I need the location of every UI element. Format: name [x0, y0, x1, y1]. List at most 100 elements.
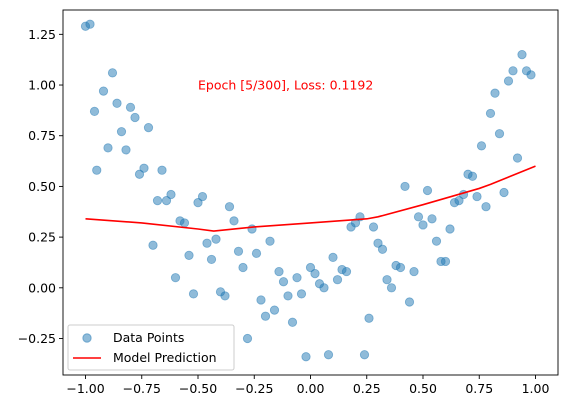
data-point: [125, 102, 136, 112]
data-point: [85, 19, 95, 29]
data-point: [121, 145, 131, 155]
data-point: [229, 216, 239, 226]
data-point: [445, 224, 455, 234]
data-point: [112, 98, 122, 108]
x-tick-label: 0.50: [409, 381, 437, 396]
data-point: [490, 88, 500, 98]
data-point: [310, 269, 320, 279]
data-point: [476, 141, 487, 151]
data-point: [265, 236, 275, 246]
data-point: [251, 248, 262, 258]
data-point: [400, 181, 410, 192]
legend-label-model-prediction: Model Prediction: [113, 350, 217, 365]
data-point: [269, 305, 280, 315]
data-point: [139, 163, 149, 173]
epoch-loss-annotation: Epoch [5/300], Loss: 0.1192: [198, 78, 373, 93]
data-point: [332, 275, 343, 285]
y-tick-label: −0.25: [18, 331, 56, 346]
legend: Data Points Model Prediction: [67, 324, 235, 371]
data-point: [184, 250, 194, 260]
data-point: [274, 266, 284, 277]
y-axis-ticks: −0.25 0.00 0.25 0.50 0.75 1.00 1.25: [18, 27, 63, 346]
data-point: [157, 165, 167, 175]
data-point: [494, 129, 505, 139]
legend-box: [67, 324, 235, 371]
data-point: [107, 68, 118, 78]
legend-label-data-points: Data Points: [113, 330, 184, 345]
data-point: [89, 106, 100, 116]
data-point: [413, 212, 424, 222]
data-point: [238, 262, 248, 273]
x-tick-label: 0.75: [465, 381, 493, 396]
data-point: [431, 236, 442, 246]
data-point: [170, 273, 181, 283]
x-tick-label: −0.50: [179, 381, 217, 396]
data-point: [364, 313, 374, 323]
x-tick-label: −0.75: [123, 381, 161, 396]
data-point: [197, 191, 208, 202]
y-tick-label: 0.25: [28, 230, 56, 245]
legend-marker-data-points: [82, 333, 92, 343]
data-point: [323, 350, 334, 360]
data-point: [211, 234, 221, 244]
axes: −1.00 −0.75 −0.50 −0.25 0.00 0.25 0.50 0.75 1.00…: [18, 9, 559, 396]
data-point: [341, 266, 352, 277]
data-point: [188, 289, 199, 299]
data-point: [103, 143, 113, 153]
data-point: [233, 246, 244, 256]
data-point: [427, 214, 437, 224]
data-point: [512, 153, 523, 163]
data-point: [368, 222, 379, 232]
data-point: [422, 185, 433, 196]
data-point: [242, 333, 253, 344]
x-tick-label: −0.25: [235, 381, 273, 396]
data-point: [179, 218, 190, 228]
y-tick-label: 1.25: [28, 27, 56, 42]
data-point: [296, 289, 307, 299]
data-point: [283, 291, 293, 301]
data-point: [152, 196, 163, 206]
data-point: [508, 66, 518, 76]
prediction-line-layer: [85, 165, 536, 232]
data-point: [485, 108, 496, 119]
data-point: [161, 196, 172, 206]
data-point: [287, 317, 298, 327]
data-point: [130, 112, 140, 123]
x-tick-label: 0.25: [353, 381, 381, 396]
data-point: [206, 254, 217, 265]
scatter-points: [80, 19, 536, 362]
y-tick-label: 0.50: [28, 179, 56, 194]
data-point: [116, 127, 127, 137]
model-prediction-line: [85, 165, 536, 232]
y-tick-label: 1.00: [28, 78, 56, 93]
data-point: [134, 169, 145, 179]
x-tick-label: −1.00: [66, 381, 104, 396]
x-tick-label: 1.00: [522, 381, 550, 396]
data-point: [526, 70, 536, 80]
data-point: [256, 295, 266, 305]
data-point: [499, 187, 509, 198]
data-point: [467, 171, 478, 181]
data-point: [292, 273, 302, 283]
data-point: [373, 238, 383, 248]
data-point: [454, 196, 464, 206]
data-point: [301, 352, 311, 362]
y-tick-label: 0.00: [28, 280, 56, 295]
data-point: [148, 240, 158, 250]
data-point: [382, 275, 392, 285]
data-point: [305, 262, 316, 273]
data-point: [350, 218, 361, 228]
data-point: [166, 189, 176, 200]
data-point: [377, 244, 388, 254]
data-point: [202, 238, 212, 248]
data-point: [503, 76, 514, 86]
y-tick-label: 0.75: [28, 128, 56, 143]
data-point: [278, 277, 289, 287]
data-point: [143, 123, 154, 133]
data-point: [409, 266, 419, 277]
data-point: [472, 191, 482, 202]
data-point: [98, 86, 109, 96]
data-point: [260, 311, 271, 321]
data-point: [319, 283, 329, 293]
